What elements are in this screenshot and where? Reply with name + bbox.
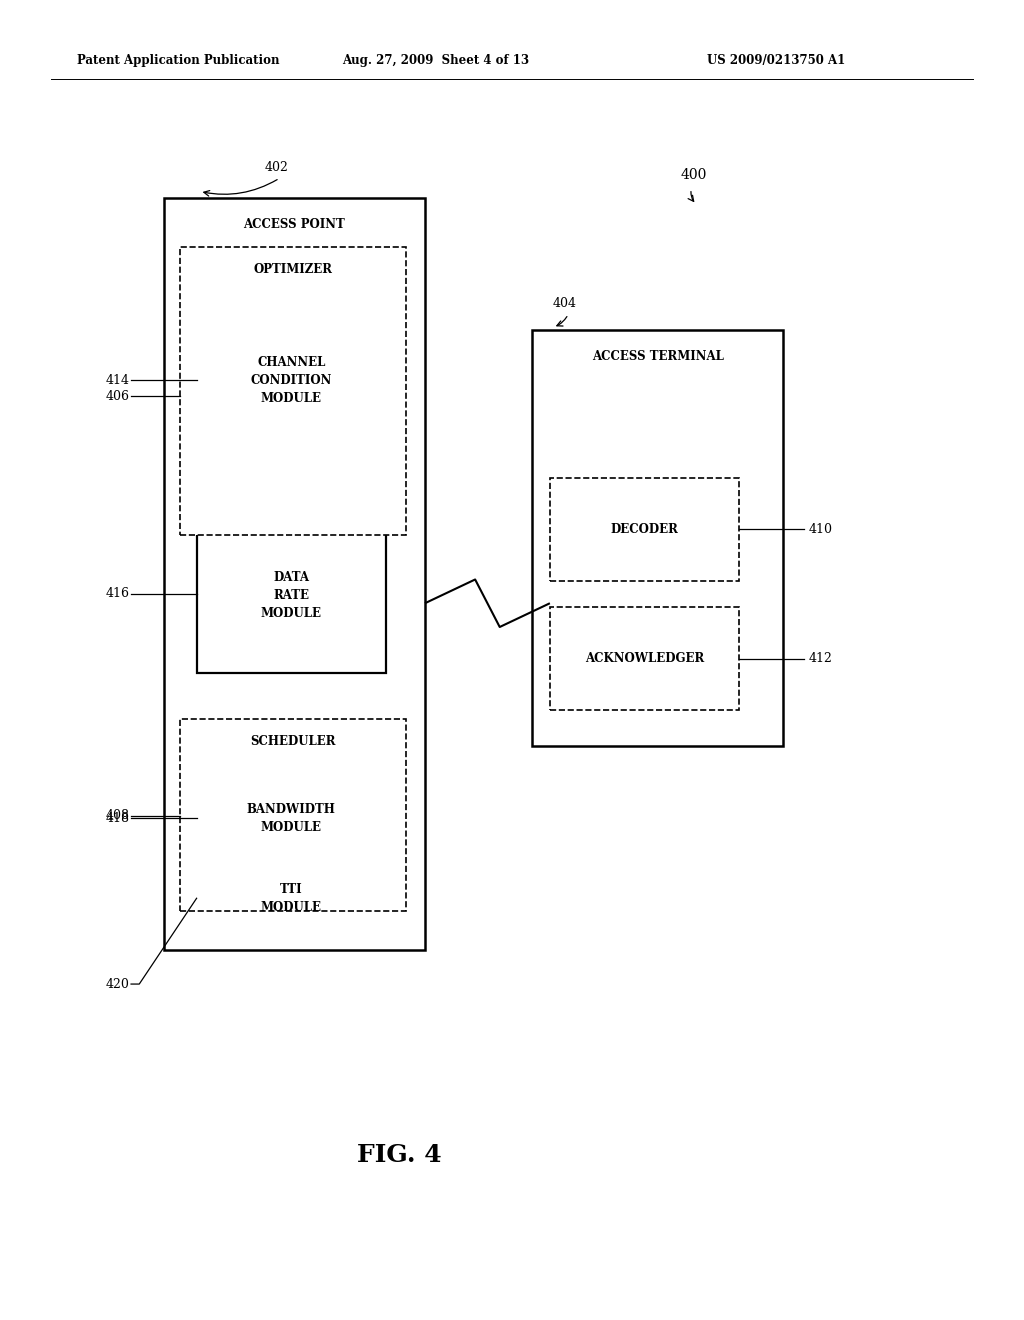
Text: ACCESS TERMINAL: ACCESS TERMINAL xyxy=(592,350,724,363)
Text: ACCESS POINT: ACCESS POINT xyxy=(244,218,345,231)
Bar xyxy=(532,330,783,746)
Bar xyxy=(197,752,386,884)
Text: 414: 414 xyxy=(105,374,129,387)
Bar xyxy=(164,198,425,950)
Text: 412: 412 xyxy=(809,652,833,665)
Text: BANDWIDTH
MODULE: BANDWIDTH MODULE xyxy=(247,803,336,834)
Text: 406: 406 xyxy=(105,389,129,403)
Bar xyxy=(197,517,386,673)
Bar xyxy=(180,247,406,535)
Text: US 2009/0213750 A1: US 2009/0213750 A1 xyxy=(707,54,845,67)
Text: TTI
MODULE: TTI MODULE xyxy=(261,883,322,913)
Bar xyxy=(180,719,406,911)
Text: CHANNEL
CONDITION
MODULE: CHANNEL CONDITION MODULE xyxy=(251,355,332,405)
Bar xyxy=(197,895,386,902)
Text: DECODER: DECODER xyxy=(610,523,679,536)
Text: 402: 402 xyxy=(264,161,288,174)
Text: Aug. 27, 2009  Sheet 4 of 13: Aug. 27, 2009 Sheet 4 of 13 xyxy=(342,54,528,67)
Text: 400: 400 xyxy=(681,168,708,182)
Text: 404: 404 xyxy=(553,297,577,310)
Bar xyxy=(550,478,739,581)
Text: 410: 410 xyxy=(809,523,833,536)
Bar xyxy=(550,607,739,710)
Text: 408: 408 xyxy=(105,809,129,822)
Text: 416: 416 xyxy=(105,587,129,601)
Text: DATA
RATE
MODULE: DATA RATE MODULE xyxy=(261,570,322,620)
Text: SCHEDULER: SCHEDULER xyxy=(250,735,336,748)
Text: Patent Application Publication: Patent Application Publication xyxy=(77,54,280,67)
Text: 418: 418 xyxy=(105,812,129,825)
Text: FIG. 4: FIG. 4 xyxy=(357,1143,441,1167)
Text: 420: 420 xyxy=(105,978,129,990)
Bar xyxy=(197,289,386,471)
Text: OPTIMIZER: OPTIMIZER xyxy=(253,263,333,276)
Text: ACKNOWLEDGER: ACKNOWLEDGER xyxy=(585,652,705,665)
